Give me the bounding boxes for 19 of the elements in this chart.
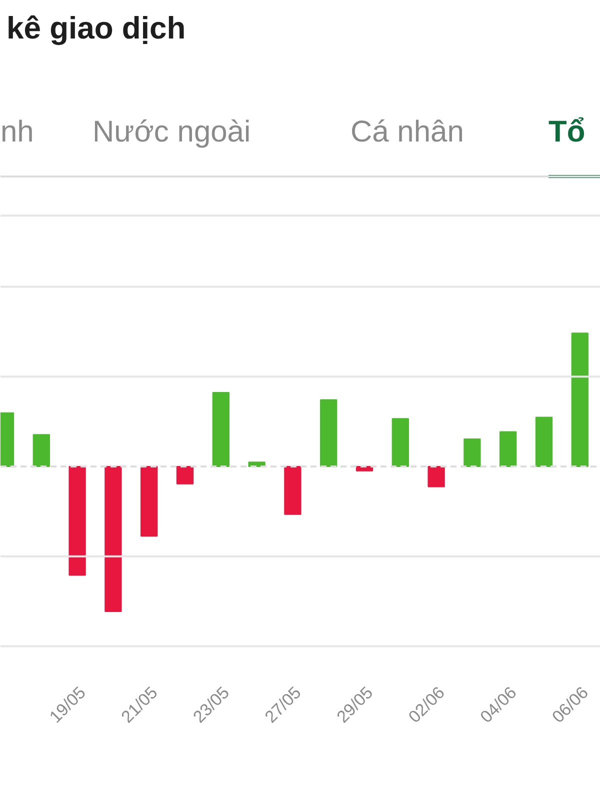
text: Nước ngoài: [92, 116, 251, 148]
text: Tổ: [548, 116, 586, 148]
bar: [428, 466, 445, 488]
chart-title: kê giao dịch: [6, 10, 186, 46]
bar: [500, 431, 517, 467]
bar: [392, 418, 409, 467]
bar: [68, 466, 86, 576]
bar: [176, 466, 194, 484]
bar: [464, 438, 481, 467]
text: nh: [0, 116, 34, 148]
text: Cá nhân: [350, 116, 464, 148]
bar: [284, 466, 302, 515]
bar: [32, 434, 50, 467]
bar: [535, 416, 553, 467]
bar: [104, 466, 122, 612]
bar: [140, 466, 158, 537]
bar: [571, 332, 588, 467]
bar: [320, 399, 338, 467]
bar: [212, 392, 230, 467]
